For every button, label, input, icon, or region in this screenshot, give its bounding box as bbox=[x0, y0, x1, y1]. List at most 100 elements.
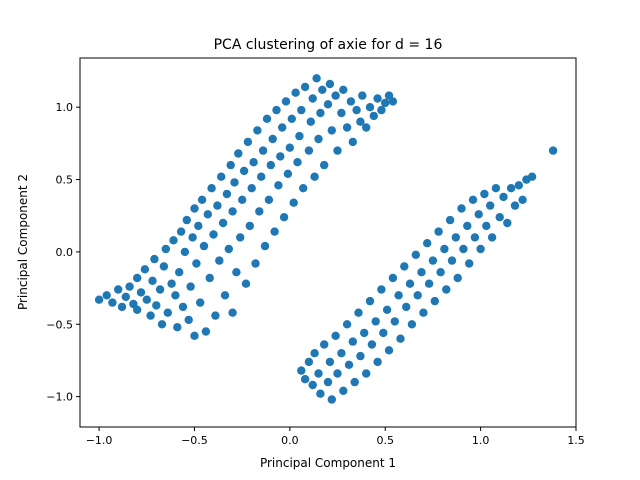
data-point bbox=[94, 295, 104, 304]
y-tick-label: 0.5 bbox=[56, 174, 74, 187]
data-point bbox=[514, 181, 523, 190]
data-point bbox=[203, 210, 212, 219]
data-point bbox=[337, 349, 346, 358]
data-point bbox=[171, 291, 180, 300]
data-point bbox=[417, 268, 426, 277]
data-point bbox=[199, 241, 209, 251]
data-point bbox=[476, 244, 485, 254]
data-point bbox=[194, 221, 203, 231]
scatter-points bbox=[94, 74, 558, 404]
data-point bbox=[465, 259, 474, 268]
data-point bbox=[258, 146, 268, 155]
data-point bbox=[468, 195, 478, 204]
data-point bbox=[407, 320, 417, 329]
data-point bbox=[228, 308, 237, 317]
data-point bbox=[140, 265, 150, 274]
data-point bbox=[224, 244, 233, 254]
data-point bbox=[163, 308, 172, 317]
data-point bbox=[350, 377, 359, 387]
data-point bbox=[238, 195, 247, 204]
data-point bbox=[480, 189, 489, 199]
data-point bbox=[291, 88, 300, 97]
data-point bbox=[424, 279, 434, 288]
data-point bbox=[413, 291, 422, 300]
data-point bbox=[379, 328, 388, 338]
data-point bbox=[337, 108, 346, 118]
data-point bbox=[339, 386, 348, 395]
data-point bbox=[279, 213, 289, 222]
data-point bbox=[226, 160, 235, 170]
data-point bbox=[331, 331, 340, 340]
data-point bbox=[310, 172, 319, 181]
data-point bbox=[400, 262, 409, 271]
data-point bbox=[371, 317, 380, 326]
data-point bbox=[373, 94, 382, 103]
data-point bbox=[175, 268, 184, 277]
data-point bbox=[320, 160, 329, 170]
data-point bbox=[447, 256, 457, 265]
data-point bbox=[285, 143, 294, 152]
data-point bbox=[318, 85, 327, 95]
data-point bbox=[323, 377, 333, 387]
y-tick-label: 1.0 bbox=[56, 101, 74, 114]
data-point bbox=[201, 327, 211, 336]
data-point bbox=[428, 256, 438, 265]
data-point bbox=[159, 262, 169, 271]
data-point bbox=[133, 305, 142, 314]
data-point bbox=[463, 221, 472, 231]
data-point bbox=[323, 100, 333, 109]
data-point bbox=[197, 195, 207, 204]
data-point bbox=[339, 85, 348, 95]
y-axis-ticks: −1.0 −0.5 0.0 0.5 1.0 bbox=[46, 101, 80, 404]
data-point bbox=[211, 311, 220, 320]
data-point bbox=[362, 123, 371, 132]
data-point bbox=[344, 360, 354, 369]
data-point bbox=[108, 298, 117, 307]
data-point bbox=[300, 82, 310, 92]
data-point bbox=[486, 201, 495, 210]
data-point bbox=[402, 302, 411, 312]
data-point bbox=[453, 273, 462, 283]
data-point bbox=[506, 184, 516, 193]
x-tick-label: 1.0 bbox=[472, 434, 490, 447]
data-point bbox=[381, 98, 390, 108]
data-point bbox=[205, 273, 214, 283]
data-point bbox=[251, 259, 260, 268]
data-point bbox=[297, 105, 306, 115]
data-point bbox=[169, 236, 178, 245]
data-point bbox=[304, 146, 314, 155]
data-point bbox=[300, 375, 310, 384]
data-point bbox=[358, 91, 367, 100]
data-point bbox=[207, 184, 216, 193]
data-point bbox=[121, 292, 130, 301]
data-point bbox=[474, 210, 483, 219]
data-point bbox=[287, 114, 296, 124]
data-point bbox=[310, 349, 319, 358]
data-point bbox=[146, 311, 155, 320]
data-point bbox=[411, 250, 420, 259]
data-point bbox=[289, 198, 298, 207]
data-point bbox=[178, 302, 188, 312]
data-point bbox=[365, 103, 375, 112]
data-point bbox=[354, 308, 363, 317]
data-point bbox=[293, 158, 302, 167]
data-point bbox=[314, 134, 323, 144]
data-point bbox=[499, 192, 508, 202]
y-tick-label: −1.0 bbox=[46, 391, 73, 404]
data-point bbox=[125, 282, 134, 291]
data-point bbox=[384, 346, 394, 355]
data-point bbox=[382, 305, 392, 314]
data-point bbox=[445, 215, 455, 225]
data-point bbox=[346, 97, 356, 106]
data-point bbox=[117, 302, 127, 312]
data-point bbox=[373, 357, 382, 367]
data-point bbox=[228, 207, 237, 216]
data-point bbox=[377, 285, 386, 294]
data-point bbox=[459, 244, 468, 254]
x-tick-label: −1.0 bbox=[86, 434, 113, 447]
data-point bbox=[306, 117, 315, 126]
data-point bbox=[196, 298, 205, 307]
data-point bbox=[419, 308, 428, 317]
